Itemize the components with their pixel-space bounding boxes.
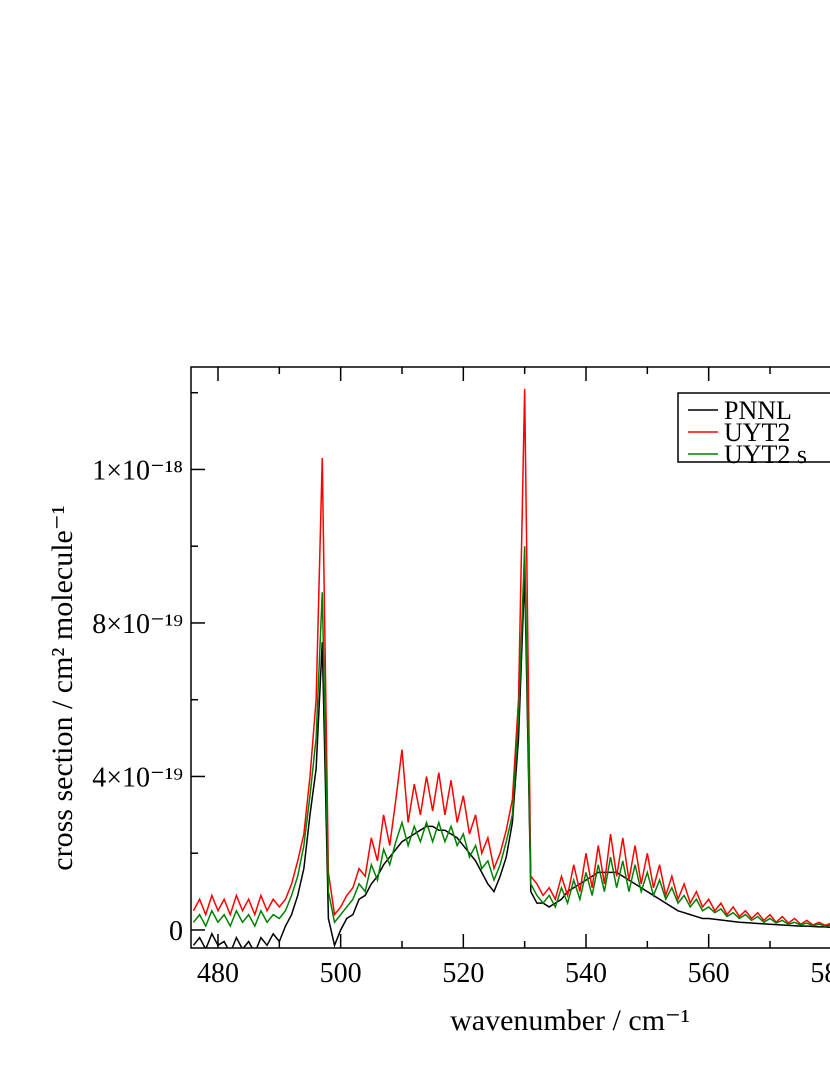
legend-label: UYT2 s xyxy=(724,440,807,469)
plot-frame xyxy=(190,366,830,949)
x-tick-label: 480 xyxy=(197,958,239,989)
y-tick-label: 1×10⁻¹⁸ xyxy=(92,455,183,486)
y-tick-label: 4×10⁻¹⁹ xyxy=(92,762,183,793)
legend-label: PNNL xyxy=(724,396,792,425)
legend-box xyxy=(677,392,830,463)
x-tick-label: 560 xyxy=(688,958,730,989)
x-tick-label: 580 xyxy=(810,958,830,989)
y-axis-title: cross section / cm² molecule⁻¹ xyxy=(46,505,79,870)
x-axis-title: wavenumber / cm⁻¹ xyxy=(450,1004,690,1037)
x-tick-label: 500 xyxy=(320,958,362,989)
series-line xyxy=(192,573,830,948)
x-tick-label: 520 xyxy=(442,958,484,989)
series-line xyxy=(192,546,830,928)
legend-label: UYT2 xyxy=(724,418,790,447)
y-tick-label: 0 xyxy=(169,916,183,947)
series-line xyxy=(192,388,830,927)
y-tick-label: 8×10⁻¹⁹ xyxy=(92,609,183,640)
x-tick-label: 540 xyxy=(565,958,607,989)
plot-area xyxy=(192,388,830,948)
